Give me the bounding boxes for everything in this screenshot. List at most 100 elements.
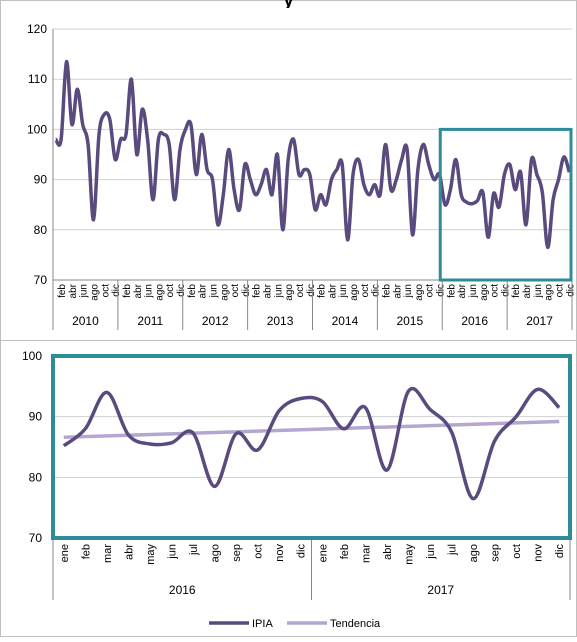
top-month-label: abr: [327, 283, 338, 298]
bottom-month-label: may: [403, 544, 415, 565]
top-month-label: abr: [133, 283, 144, 298]
bottom-month-label: oct: [511, 544, 523, 559]
top-month-label: oct: [360, 284, 371, 298]
bottom-month-label: dic: [554, 544, 566, 559]
bottom-month-label: feb: [339, 544, 351, 559]
top-month-label: jun: [79, 284, 90, 298]
bottom-month-label: mar: [102, 544, 114, 563]
top-month-label: abr: [263, 283, 274, 298]
top-month-label: feb: [381, 284, 392, 298]
legend-tendencia-label: Tendencia: [330, 618, 381, 630]
bottom-month-label: mar: [360, 544, 372, 563]
top-month-label: jun: [468, 284, 479, 298]
top-year-label: 2011: [137, 314, 163, 328]
top-month-label: ago: [414, 284, 425, 301]
top-year-label: 2012: [202, 314, 229, 328]
bottom-month-label: sep: [490, 544, 502, 562]
top-month-label: dic: [176, 284, 187, 297]
bottom-y-tick-label: 70: [29, 531, 43, 545]
bottom-frame: [51, 354, 572, 540]
top-y-tick-label: 100: [27, 122, 47, 136]
bottom-year-label: 2016: [169, 583, 196, 597]
title-fragment: y: [0, 0, 577, 8]
bottom-month-label: ago: [468, 544, 480, 562]
top-month-label: jun: [338, 284, 349, 298]
top-year-label: 2013: [267, 314, 294, 328]
top-month-label: feb: [187, 284, 198, 298]
bottom-month-label: jul: [447, 544, 459, 556]
top-month-label: abr: [457, 283, 468, 298]
top-month-label: jun: [403, 284, 414, 298]
bottom-year-label: 2017: [427, 583, 454, 597]
top-month-label: feb: [252, 284, 263, 298]
bottom-y-tick-label: 80: [29, 470, 43, 484]
top-month-label: ago: [479, 284, 490, 301]
bottom-month-label: ago: [210, 544, 222, 562]
top-ipia-line: [53, 59, 571, 250]
bottom-month-label: sep: [231, 544, 243, 562]
top-month-label: abr: [68, 283, 79, 298]
top-y-tick-label: 120: [27, 22, 47, 36]
top-month-label: ago: [284, 284, 295, 301]
top-month-label: ago: [349, 284, 360, 301]
top-month-label: abr: [392, 283, 403, 298]
bottom-month-label: may: [145, 544, 157, 565]
bottom-month-label: oct: [253, 544, 265, 559]
top-year-label: 2017: [526, 314, 553, 328]
legend-ipia-label: IPIA: [252, 618, 273, 630]
top-month-label: jun: [273, 284, 284, 298]
top-month-label: oct: [554, 284, 565, 298]
top-month-label: jun: [533, 284, 544, 298]
top-year-label: 2015: [396, 314, 423, 328]
top-y-tick-label: 110: [28, 72, 47, 86]
top-y-tick-label: 80: [34, 223, 48, 237]
top-year-label: 2010: [72, 314, 99, 328]
bottom-month-label: nov: [533, 544, 545, 562]
bottom-ipia-line: [62, 387, 561, 501]
top-y-tick-label: 90: [34, 173, 48, 187]
top-month-label: dic: [565, 284, 576, 297]
bottom-y-tick-label: 90: [29, 410, 43, 424]
top-month-label: jun: [208, 284, 219, 298]
bottom-month-label: ene: [59, 544, 71, 562]
top-month-label: oct: [490, 284, 501, 298]
bottom-month-label: dic: [296, 544, 308, 559]
top-month-label: feb: [511, 284, 522, 298]
top-year-label: 2014: [332, 314, 359, 328]
top-month-label: jun: [144, 284, 155, 298]
top-month-label: oct: [425, 284, 436, 298]
top-month-label: ago: [544, 284, 555, 301]
bottom-month-label: feb: [80, 544, 92, 559]
top-month-label: dic: [241, 284, 252, 297]
top-month-label: dic: [436, 284, 447, 297]
top-y-tick-label: 70: [34, 273, 48, 287]
top-month-label: ago: [219, 284, 230, 301]
top-month-label: abr: [522, 283, 533, 298]
top-month-label: oct: [295, 284, 306, 298]
bottom-month-label: jul: [188, 544, 200, 556]
top-month-label: feb: [446, 284, 457, 298]
top-month-label: dic: [111, 284, 122, 297]
top-month-label: oct: [230, 284, 241, 298]
top-month-label: feb: [317, 284, 328, 298]
bottom-month-label: abr: [382, 544, 394, 560]
trend-line: [63, 419, 560, 440]
top-month-label: dic: [500, 284, 511, 297]
bottom-month-label: jun: [425, 544, 437, 560]
bottom-y-tick-label: 100: [22, 349, 42, 363]
bottom-month-label: jun: [166, 544, 178, 560]
top-year-label: 2016: [461, 314, 488, 328]
bottom-month-label: ene: [317, 544, 329, 562]
bottom-month-label: abr: [123, 544, 135, 560]
top-month-label: ago: [154, 284, 165, 301]
top-month-label: feb: [122, 284, 133, 298]
top-month-label: ago: [90, 284, 101, 301]
top-month-label: oct: [165, 284, 176, 298]
top-month-label: oct: [100, 284, 111, 298]
top-month-label: abr: [198, 283, 209, 298]
highlight-box: [438, 127, 573, 282]
bottom-month-label: nov: [274, 544, 286, 562]
top-month-label: dic: [371, 284, 382, 297]
